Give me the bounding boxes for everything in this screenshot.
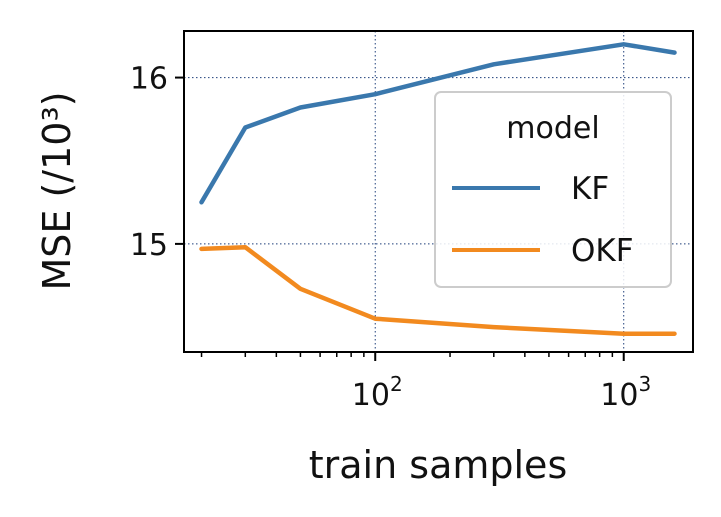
x-axis: 102 103 — [200, 352, 651, 413]
y-tick-label: 16 — [130, 62, 168, 97]
y-tick-label: 15 — [130, 228, 168, 263]
x-tick-base: 10 — [352, 378, 390, 413]
x-tick-label: 103 — [600, 372, 651, 413]
legend-label-okf: OKF — [571, 233, 634, 269]
legend-label-kf: KF — [571, 171, 609, 207]
x-tick-base: 10 — [600, 378, 638, 413]
series-line-okf — [199, 244, 677, 336]
legend-title: model — [506, 111, 599, 146]
series-lines — [199, 42, 677, 336]
x-axis-label: train samples — [309, 443, 568, 487]
plot-frame — [183, 30, 694, 353]
x-tick-label: 102 — [352, 372, 403, 413]
series-line-kf — [199, 42, 677, 205]
legend: model KF OKF — [434, 91, 672, 288]
y-axis-label: MSE (/10³) — [35, 91, 79, 290]
x-tick-exponent: 3 — [638, 372, 651, 396]
x-tick-exponent: 2 — [390, 372, 403, 396]
legend-box — [434, 91, 672, 288]
